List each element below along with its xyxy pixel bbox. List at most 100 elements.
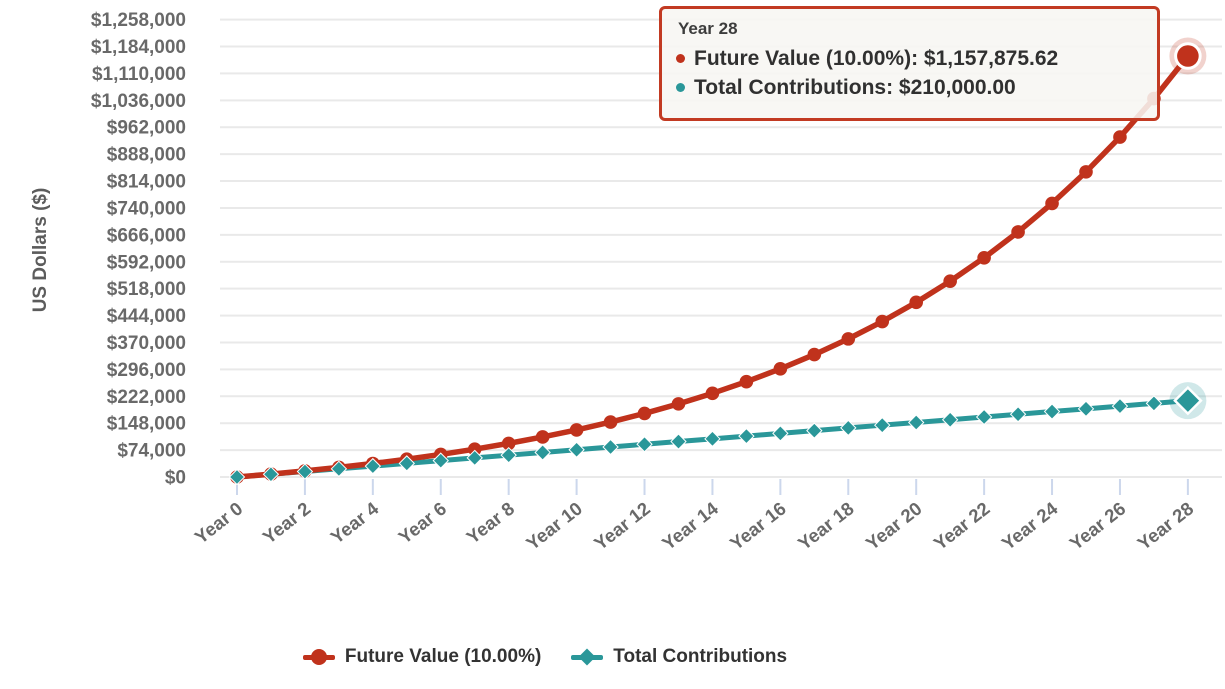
- contributions-point[interactable]: [1043, 403, 1061, 420]
- y-tick-label: $1,184,000: [91, 37, 186, 58]
- contributions-point[interactable]: [262, 466, 280, 483]
- contributions-point[interactable]: [1145, 395, 1163, 412]
- x-tick-label: Year 28: [1133, 498, 1197, 554]
- contributions-point[interactable]: [840, 419, 857, 437]
- x-tick-label: Year 26: [1065, 498, 1129, 554]
- y-tick-label: $518,000: [107, 279, 186, 300]
- future-value-point[interactable]: [501, 436, 516, 451]
- future-value-point[interactable]: [1045, 196, 1059, 211]
- x-tick-label: Year 18: [794, 498, 858, 554]
- y-tick-label: $148,000: [107, 414, 186, 435]
- y-tick-label: $814,000: [107, 172, 186, 193]
- legend-item-future-value[interactable]: Future Value (10.00%): [302, 646, 542, 668]
- contributions-point[interactable]: [738, 427, 755, 445]
- contributions-point[interactable]: [228, 468, 246, 486]
- tooltip: Year 28 Future Value (10.00%): $1,157,87…: [659, 6, 1160, 121]
- contributions-point[interactable]: [1111, 397, 1129, 415]
- contributions-point[interactable]: [907, 414, 925, 431]
- future-value-point[interactable]: [773, 362, 788, 376]
- contributions-point[interactable]: [330, 460, 348, 478]
- legend: Future Value (10.00%) Total Contribution…: [0, 646, 1090, 668]
- y-tick-label: $296,000: [107, 360, 186, 381]
- contributions-point[interactable]: [941, 411, 959, 428]
- x-tick-label: Year 0: [191, 498, 247, 548]
- contributions-point[interactable]: [466, 449, 483, 467]
- future-value-point[interactable]: [739, 374, 754, 389]
- y-tick-label: $962,000: [107, 118, 186, 139]
- y-tick-label: $0: [165, 468, 186, 489]
- legend-circle: [310, 649, 327, 665]
- x-tick-label: Year 20: [862, 498, 926, 554]
- future-value-point[interactable]: [807, 347, 822, 362]
- tooltip-contributions-text: Total Contributions: $210,000.00: [694, 76, 1016, 99]
- contributions-point[interactable]: [1173, 385, 1203, 416]
- future-value-point[interactable]: [875, 314, 890, 329]
- contributions-point[interactable]: [975, 408, 993, 426]
- legend-label-future-value: Future Value (10.00%): [344, 646, 542, 667]
- future-value-point[interactable]: [637, 406, 652, 421]
- future-value-point[interactable]: [671, 397, 686, 411]
- x-axis-ticks: [236, 479, 1189, 495]
- contributions-point[interactable]: [636, 436, 653, 453]
- contributions-point[interactable]: [704, 430, 721, 448]
- y-tick-label: $444,000: [107, 306, 186, 327]
- x-tick-label: Year 2: [258, 498, 314, 548]
- x-tick-label: Year 24: [997, 497, 1062, 554]
- y-tick-label: $370,000: [107, 333, 186, 354]
- contributions-point[interactable]: [1009, 406, 1027, 423]
- y-tick-label: $1,258,000: [91, 10, 186, 31]
- future-value-point[interactable]: [569, 423, 584, 437]
- future-value-point[interactable]: [841, 332, 856, 346]
- x-tick-label: Year 16: [726, 498, 790, 554]
- contributions-point[interactable]: [296, 463, 314, 480]
- x-tick-label: Year 8: [462, 498, 518, 548]
- future-value-point[interactable]: [1011, 225, 1025, 239]
- future-value-point[interactable]: [1177, 45, 1199, 67]
- legend-item-contributions[interactable]: Total Contributions: [571, 646, 787, 668]
- contributions-marker-icon: [571, 648, 604, 666]
- x-tick-label: Year 4: [326, 497, 382, 548]
- future-value-point[interactable]: [1079, 165, 1093, 179]
- legend-diamond: [578, 648, 596, 666]
- future-value-marker-icon: [302, 648, 335, 666]
- contributions-points: [228, 382, 1207, 486]
- x-tick-label: Year 14: [658, 497, 723, 554]
- future-value-point[interactable]: [977, 250, 991, 265]
- tooltip-title: Year 28: [678, 19, 738, 38]
- y-tick-label: $1,110,000: [92, 64, 186, 85]
- contributions-point[interactable]: [806, 422, 823, 439]
- contributions-point[interactable]: [364, 457, 382, 475]
- contributions-point[interactable]: [398, 455, 416, 472]
- future-value-point[interactable]: [467, 442, 482, 456]
- y-tick-label: $666,000: [107, 225, 186, 246]
- future-value-point[interactable]: [1113, 130, 1127, 144]
- y-tick-label: $592,000: [107, 252, 186, 273]
- contributions-point[interactable]: [534, 444, 551, 461]
- future-value-point[interactable]: [603, 415, 618, 429]
- x-axis-tick-labels: Year 0 Year 2 Year 4 Year 6 Year 8 Year 10 Yea…: [191, 497, 1198, 554]
- y-tick-label: $888,000: [107, 145, 186, 166]
- x-tick-label: Year 22: [930, 498, 994, 554]
- contributions-point[interactable]: [670, 433, 687, 450]
- contributions-point[interactable]: [874, 416, 891, 434]
- contributions-point[interactable]: [772, 425, 789, 442]
- future-value-bullet-icon: [676, 54, 685, 63]
- contributions-point[interactable]: [568, 441, 585, 458]
- contributions-point[interactable]: [432, 452, 449, 469]
- y-tick-label: $74,000: [117, 441, 186, 462]
- contributions-point[interactable]: [1077, 400, 1095, 418]
- contributions-point[interactable]: [500, 446, 517, 464]
- x-tick-label: Year 12: [590, 498, 654, 554]
- contributions-point[interactable]: [602, 438, 619, 456]
- y-tick-label: $1,036,000: [91, 91, 186, 112]
- future-value-point[interactable]: [705, 386, 720, 401]
- chart-plot: $0 $74,000 $148,000 $222,000 $296,000 $370,00…: [91, 10, 1222, 554]
- future-value-point[interactable]: [909, 295, 923, 310]
- tooltip-row-future-value: Future Value (10.00%): $1,157,875.62: [676, 44, 1143, 73]
- tooltip-future-value-text: Future Value (10.00%): $1,157,875.62: [694, 47, 1059, 70]
- future-value-point[interactable]: [535, 430, 550, 444]
- future-value-point[interactable]: [943, 274, 957, 288]
- x-tick-label: Year 6: [394, 498, 450, 548]
- tooltip-row-contributions: Total Contributions: $210,000.00: [676, 73, 1143, 102]
